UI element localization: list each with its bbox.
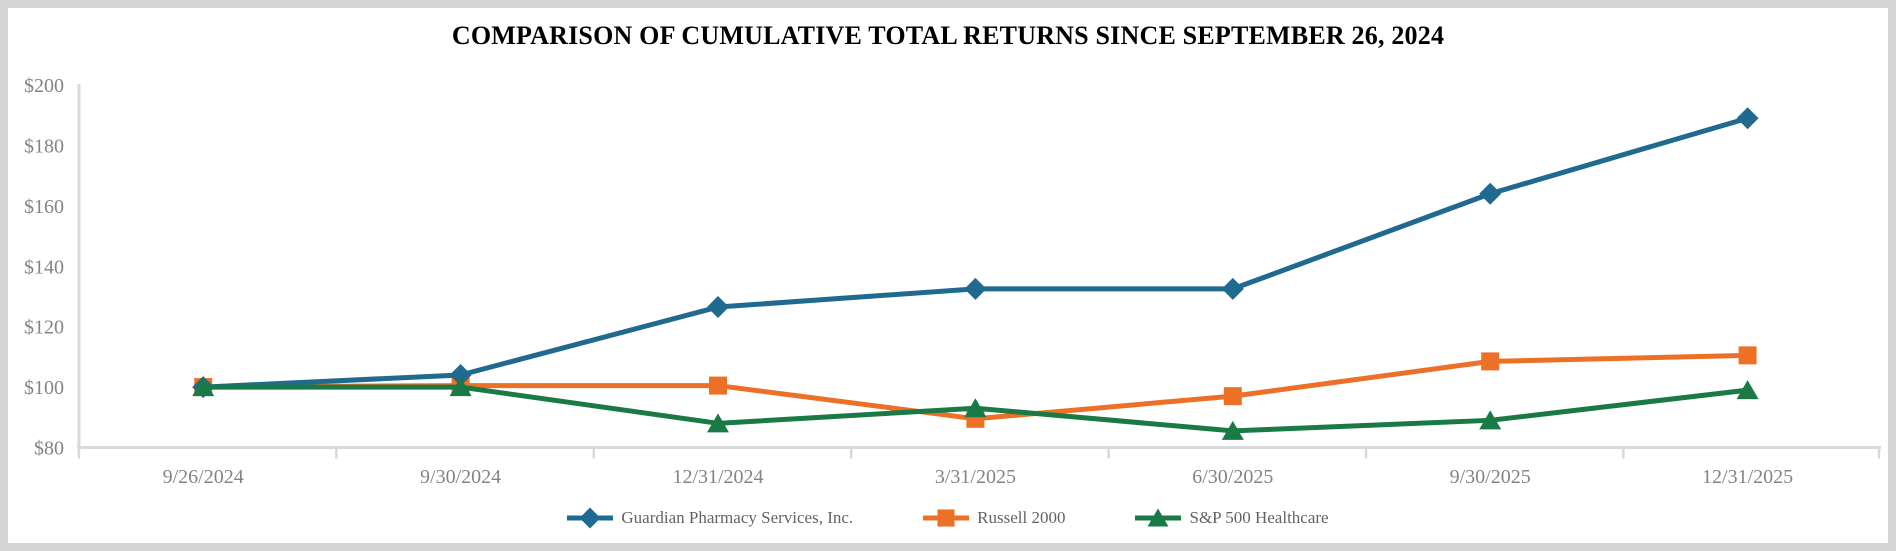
- series-line-guardian-pharmacy: [200, 115, 1751, 390]
- x-axis-label: 12/31/2025: [1702, 466, 1793, 488]
- legend-item-guardian-pharmacy: Guardian Pharmacy Services, Inc.: [567, 507, 853, 529]
- series-marker-guardian-pharmacy: [1736, 107, 1759, 130]
- y-axis-label: $180: [24, 135, 64, 157]
- series-marker-russell-2000: [709, 376, 727, 395]
- y-axis-label: $100: [24, 377, 64, 399]
- series-marker-sp-500-healthcare: [192, 377, 215, 397]
- legend-label: Russell 2000: [977, 508, 1066, 527]
- series-marker-sp-500-healthcare: [964, 398, 987, 418]
- legend-item-russell-2000: Russell 2000: [923, 507, 1065, 529]
- y-axis-label: $80: [34, 438, 64, 460]
- x-axis-label: 12/31/2024: [672, 466, 763, 488]
- series-marker-guardian-pharmacy: [707, 296, 729, 319]
- series-marker-russell-2000: [1223, 387, 1242, 406]
- series-marker-sp-500-healthcare: [1221, 420, 1244, 440]
- series-marker-sp-500-healthcare: [1736, 380, 1759, 400]
- x-axis-label: 9/26/2024: [163, 466, 244, 488]
- y-axis-label: $160: [24, 196, 64, 218]
- legend-item-sp-500-healthcare: S&P 500 Healthcare: [1135, 507, 1329, 529]
- x-axis-label: 9/30/2024: [420, 466, 501, 488]
- series-marker-guardian-pharmacy: [449, 364, 472, 386]
- y-axis-label: $200: [24, 75, 64, 97]
- triangle-icon: [1135, 508, 1182, 527]
- legend-label: Guardian Pharmacy Services, Inc.: [621, 508, 854, 527]
- series-marker-sp-500-healthcare: [707, 413, 729, 433]
- series-marker-sp-500-healthcare: [1479, 410, 1502, 430]
- chart-title: COMPARISON OF CUMULATIVE TOTAL RETURNS S…: [451, 21, 1445, 50]
- legend: Guardian Pharmacy Services, Inc. Russell …: [0, 507, 1896, 529]
- y-axis-label: $120: [24, 317, 64, 339]
- series-marker-russell-2000: [1481, 352, 1500, 371]
- series-marker-guardian-pharmacy: [1479, 182, 1502, 205]
- x-axis-label: 6/30/2025: [1192, 466, 1273, 488]
- series-marker-russell-2000: [1738, 346, 1757, 365]
- x-axis-label: 3/31/2025: [935, 466, 1016, 488]
- series-marker-sp-500-healthcare: [449, 377, 472, 397]
- series-marker-guardian-pharmacy: [1221, 277, 1244, 300]
- legend-label: S&P 500 Healthcare: [1189, 508, 1329, 527]
- diamond-icon: [567, 507, 614, 529]
- series-marker-guardian-pharmacy: [964, 277, 987, 300]
- x-axis-label: 9/30/2025: [1450, 466, 1531, 488]
- square-icon: [923, 509, 970, 527]
- y-axis-label: $140: [24, 256, 64, 278]
